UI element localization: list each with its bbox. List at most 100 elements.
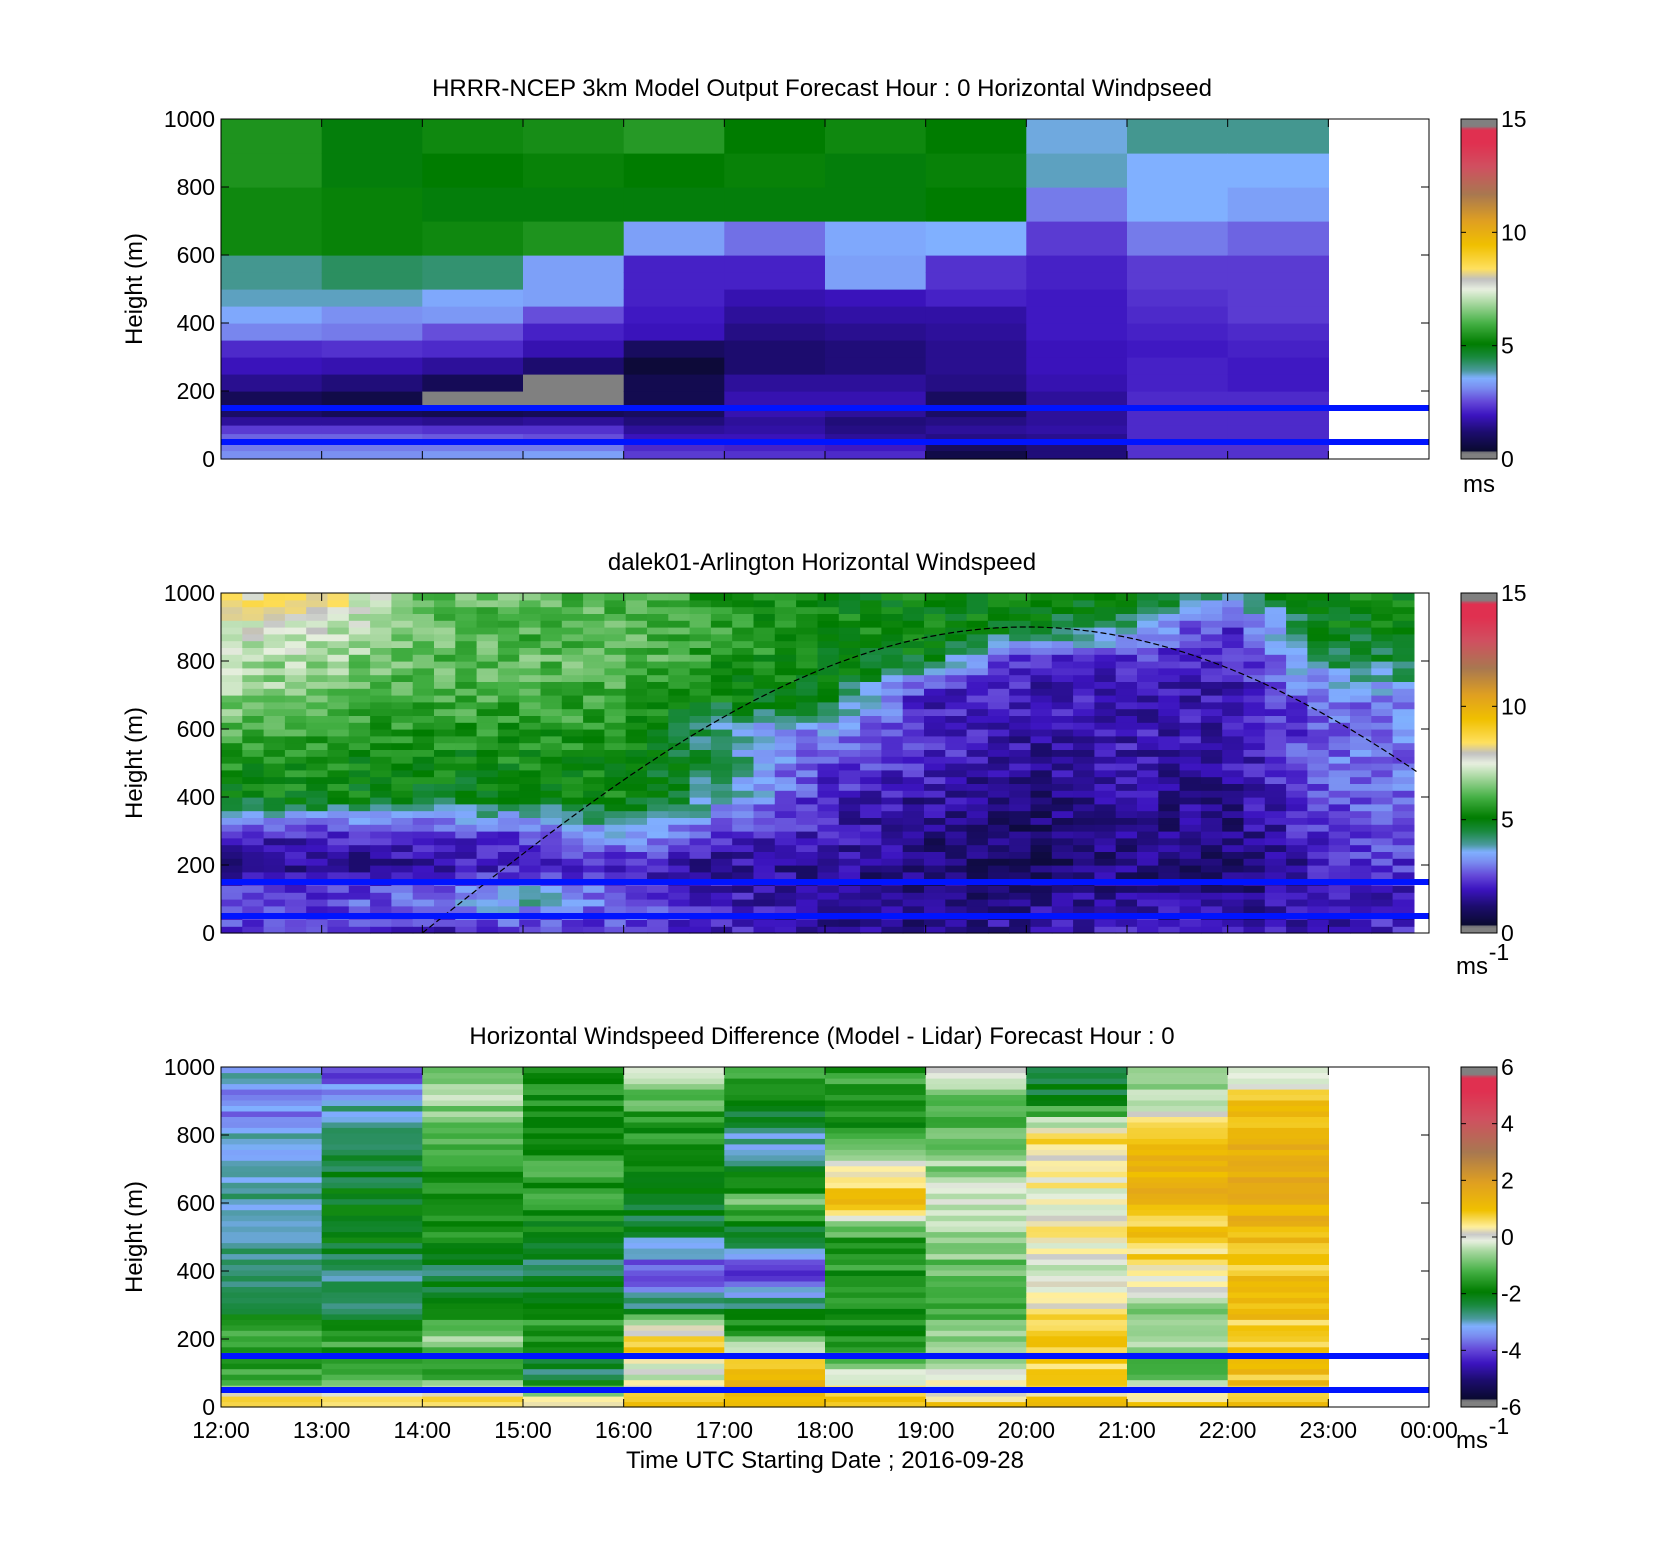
difference-cell bbox=[422, 1396, 524, 1403]
lidar-cell bbox=[455, 654, 478, 662]
lidar-cell bbox=[327, 620, 350, 628]
lidar-cell bbox=[1094, 905, 1117, 914]
lidar-cell bbox=[1307, 824, 1330, 832]
difference-cell bbox=[623, 1330, 725, 1337]
lidar-colorbar-swatch bbox=[1461, 757, 1497, 760]
lidar-cell bbox=[1371, 715, 1394, 723]
lidar-cell bbox=[1009, 742, 1032, 750]
lidar-cell bbox=[1030, 831, 1053, 839]
difference-colorbar-swatch bbox=[1461, 1233, 1497, 1236]
lidar-cell bbox=[476, 735, 499, 744]
model-colorbar-swatch bbox=[1461, 389, 1497, 392]
lidar-cell bbox=[1158, 776, 1181, 784]
lidar-cell bbox=[1200, 599, 1223, 608]
lidar-colorbar-swatch bbox=[1461, 861, 1497, 864]
model-cell bbox=[1227, 289, 1329, 307]
lidar-cell bbox=[561, 769, 584, 778]
lidar-cell bbox=[327, 640, 350, 648]
difference-colorbar-swatch bbox=[1461, 1365, 1497, 1368]
difference-colorbar-swatch bbox=[1461, 1253, 1497, 1256]
difference-cell bbox=[1026, 1226, 1128, 1233]
lidar-cell bbox=[583, 640, 605, 648]
lidar-cell bbox=[1030, 797, 1053, 805]
lidar-colorbar-tick-label: 10 bbox=[1501, 693, 1527, 719]
lidar-cell bbox=[370, 647, 392, 655]
lidar-cell bbox=[263, 715, 286, 723]
lidar-cell bbox=[434, 613, 456, 621]
difference-colorbar-tick-label: 4 bbox=[1501, 1111, 1514, 1137]
model-colorbar-swatch bbox=[1461, 265, 1497, 268]
lidar-cell bbox=[1307, 593, 1330, 601]
lidar-cell bbox=[1051, 837, 1074, 846]
model-cell bbox=[321, 450, 423, 460]
lidar-cell bbox=[1094, 837, 1117, 846]
lidar-cell bbox=[1115, 871, 1138, 880]
lidar-cell bbox=[625, 756, 648, 764]
lidar-cell bbox=[327, 817, 350, 825]
lidar-colorbar-swatch bbox=[1461, 879, 1497, 882]
lidar-cell bbox=[583, 885, 605, 893]
lidar-cell bbox=[1137, 593, 1159, 601]
lidar-cell bbox=[945, 756, 968, 764]
lidar-cell bbox=[1350, 790, 1372, 798]
lidar-cell bbox=[519, 674, 542, 682]
lidar-cell bbox=[284, 708, 307, 716]
lidar-cell bbox=[753, 797, 776, 805]
difference-cell bbox=[221, 1248, 323, 1255]
lidar-cell bbox=[1200, 783, 1223, 791]
lidar-cell bbox=[561, 837, 584, 846]
lidar-cell bbox=[1350, 851, 1372, 859]
lidar-cell bbox=[817, 776, 840, 784]
model-cell bbox=[1026, 408, 1128, 418]
lidar-cell bbox=[1051, 756, 1074, 764]
model-cell bbox=[523, 153, 625, 188]
lidar-cell bbox=[1371, 688, 1394, 696]
lidar-cell bbox=[519, 899, 542, 907]
difference-colorbar-swatch bbox=[1461, 1317, 1497, 1320]
model-colorbar-swatch bbox=[1461, 229, 1497, 232]
difference-colorbar-swatch bbox=[1461, 1107, 1497, 1110]
model-colorbar-swatch bbox=[1461, 207, 1497, 210]
lidar-cell bbox=[348, 647, 371, 655]
lidar-cell bbox=[1200, 803, 1223, 812]
model-colorbar-swatch bbox=[1461, 193, 1497, 196]
lidar-cell bbox=[902, 871, 925, 880]
lidar-cell bbox=[391, 885, 414, 893]
lidar-cell bbox=[796, 688, 818, 696]
lidar-cell bbox=[1179, 735, 1202, 744]
lidar-cell bbox=[753, 742, 776, 750]
lidar-cell bbox=[753, 729, 776, 737]
lidar-cell bbox=[966, 797, 989, 805]
lidar-cell bbox=[1115, 899, 1138, 907]
lidar-cell bbox=[561, 599, 584, 608]
lidar-cell bbox=[476, 640, 499, 648]
lidar-cell bbox=[668, 735, 691, 744]
lidar-cell bbox=[881, 790, 904, 798]
lidar-cell bbox=[1222, 708, 1245, 716]
lidar-cell bbox=[1286, 763, 1308, 771]
lidar-cell bbox=[1307, 858, 1330, 866]
lidar-cell bbox=[1051, 722, 1074, 730]
lidar-cell bbox=[263, 824, 286, 832]
difference-cell bbox=[825, 1182, 927, 1189]
difference-cell bbox=[724, 1291, 826, 1298]
lidar-cell bbox=[987, 715, 1010, 723]
lidar-cell bbox=[987, 824, 1010, 832]
difference-cell bbox=[321, 1094, 423, 1101]
lidar-cell bbox=[902, 865, 925, 873]
lidar-cell bbox=[838, 892, 861, 900]
lidar-cell bbox=[263, 722, 286, 730]
lidar-cell bbox=[1200, 674, 1223, 682]
lidar-cell bbox=[817, 722, 840, 730]
difference-colorbar-swatch bbox=[1461, 1391, 1497, 1394]
lidar-cell bbox=[966, 708, 989, 716]
difference-cell bbox=[925, 1127, 1027, 1134]
lidar-cell bbox=[1094, 790, 1117, 798]
lidar-cell bbox=[370, 735, 392, 744]
difference-cell bbox=[422, 1127, 524, 1134]
lidar-cell bbox=[1222, 735, 1245, 744]
lidar-cell bbox=[1307, 831, 1330, 839]
lidar-cell bbox=[1009, 654, 1032, 662]
lidar-cell bbox=[1094, 640, 1117, 648]
lidar-cell bbox=[284, 606, 307, 614]
